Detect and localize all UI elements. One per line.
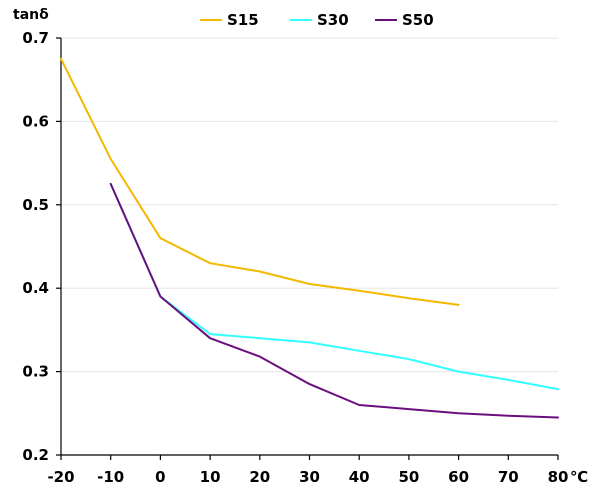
legend-label-s30: S30: [317, 11, 349, 29]
x-tick-label: 30: [299, 468, 320, 486]
x-tick-label: 60: [448, 468, 469, 486]
x-tick-label: 70: [498, 468, 519, 486]
legend-label-s15: S15: [227, 11, 259, 29]
series-lines: [60, 57, 559, 419]
grid: [61, 37, 558, 373]
y-axis-title: tanδ: [13, 7, 49, 23]
x-tick-label: 40: [349, 468, 370, 486]
y-tick-label: 0.7: [22, 29, 49, 47]
axes: 0.2 0.3 0.4 0.5 0.6 0.7 -20 -10 0 10 20 30 40 50 60 70 8…: [22, 29, 588, 486]
y-tick-label: 0.3: [22, 363, 49, 381]
y-tick-label: 0.6: [22, 112, 49, 130]
series-line-s50: [109, 182, 559, 419]
x-tick-label: -20: [47, 468, 74, 486]
x-tick-label: 80: [548, 468, 569, 486]
series-line-s15: [60, 57, 460, 306]
x-tick-label: 0: [155, 468, 165, 486]
x-tick-label: -10: [97, 468, 124, 486]
legend-label-s50: S50: [402, 11, 434, 29]
y-tick-label: 0.2: [22, 446, 49, 464]
x-tick-label: 50: [398, 468, 419, 486]
y-tick-label: 0.4: [22, 279, 49, 297]
x-axis-unit: ℃: [570, 468, 588, 486]
series-line-s30: [109, 182, 559, 391]
y-tick-label: 0.5: [22, 196, 49, 214]
x-tick-label: 10: [200, 468, 221, 486]
x-tick-label: 20: [249, 468, 270, 486]
legend: S15 S30 S50: [200, 11, 434, 29]
